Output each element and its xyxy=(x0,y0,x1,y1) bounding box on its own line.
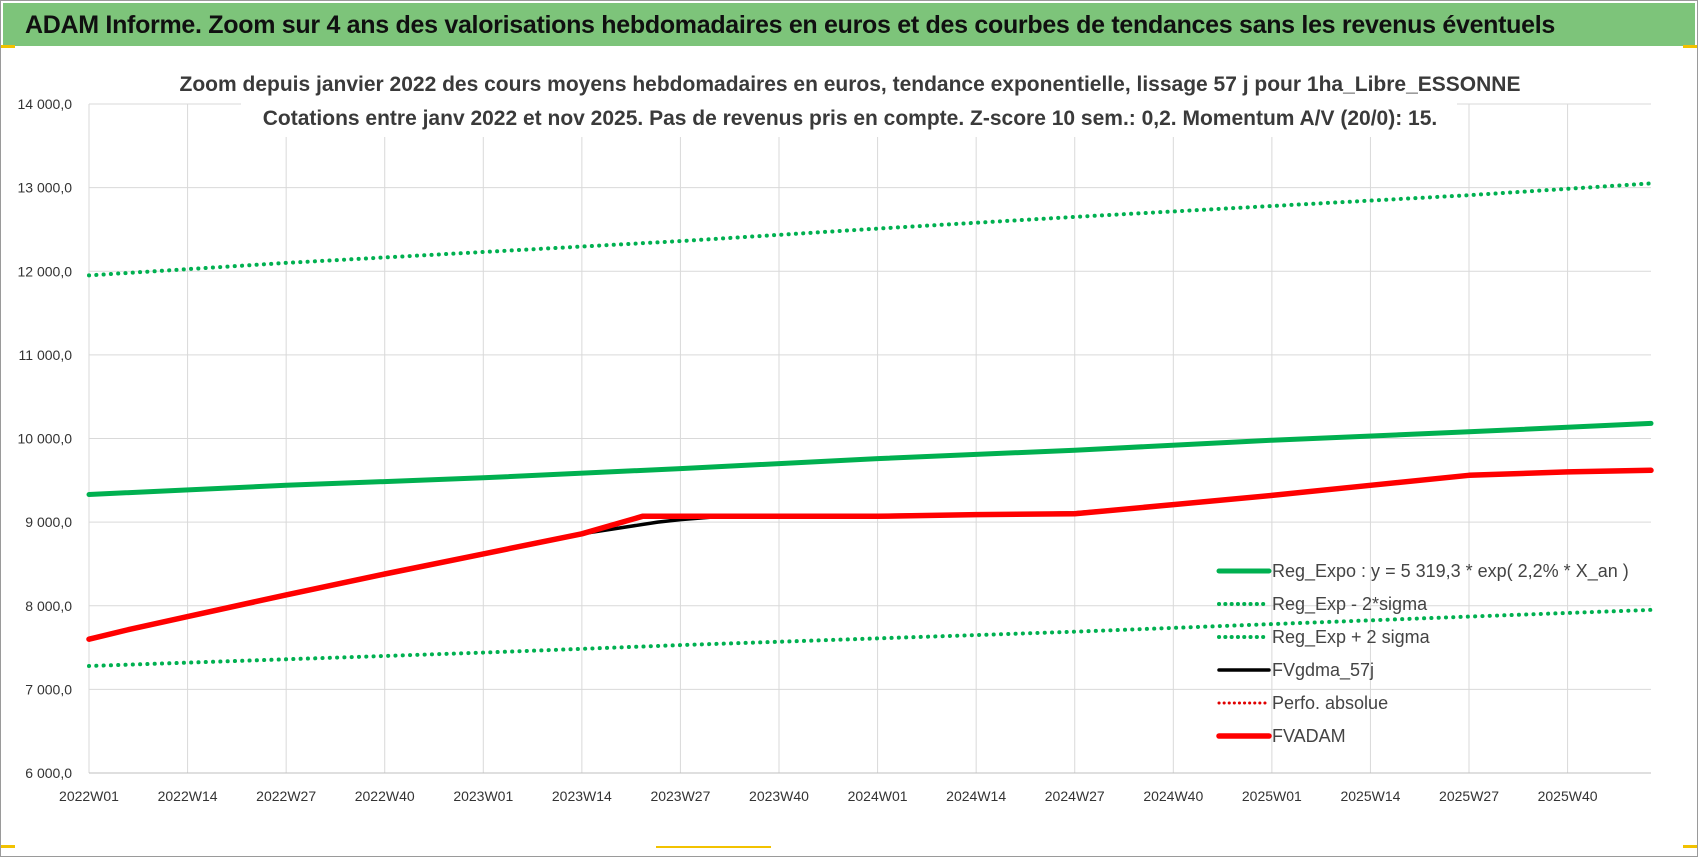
chart-title-background xyxy=(241,67,1457,137)
corner-mark-bottom-center xyxy=(656,846,771,848)
y-tick-label: 8 000,0 xyxy=(25,598,72,614)
x-tick-label: 2024W14 xyxy=(946,788,1006,804)
banner-title: ADAM Informe. Zoom sur 4 ans des valoris… xyxy=(25,11,1555,39)
y-tick-label: 7 000,0 xyxy=(25,681,72,697)
x-tick-label: 2025W27 xyxy=(1439,788,1499,804)
x-tick-label: 2023W40 xyxy=(749,788,809,804)
chart-title-line: Zoom depuis janvier 2022 des cours moyen… xyxy=(180,73,1521,96)
x-tick-label: 2022W27 xyxy=(256,788,316,804)
x-tick-label: 2023W01 xyxy=(453,788,513,804)
y-tick-label: 6 000,0 xyxy=(25,765,72,781)
corner-mark-bottom-left xyxy=(1,845,15,848)
y-tick-label: 10 000,0 xyxy=(18,431,73,447)
legend-label: FVgdma_57j xyxy=(1272,660,1374,681)
legend-label: FVADAM xyxy=(1272,726,1346,746)
y-tick-label: 12 000,0 xyxy=(18,263,73,279)
y-tick-label: 11 000,0 xyxy=(19,347,73,363)
y-tick-label: 13 000,0 xyxy=(18,180,73,196)
legend-label: Reg_Exp - 2*sigma xyxy=(1272,594,1428,615)
y-tick-label: 9 000,0 xyxy=(25,514,72,530)
x-tick-label: 2025W40 xyxy=(1538,788,1598,804)
x-tick-label: 2025W01 xyxy=(1242,788,1302,804)
x-tick-label: 2023W14 xyxy=(552,788,612,804)
x-tick-label: 2023W27 xyxy=(650,788,710,804)
corner-mark-bottom-right xyxy=(1683,845,1697,848)
chart-title-line: Cotations entre janv 2022 et nov 2025. P… xyxy=(263,107,1437,130)
x-tick-label: 2025W14 xyxy=(1340,788,1400,804)
legend-label: Perfo. absolue xyxy=(1272,693,1388,713)
x-tick-label: 2022W01 xyxy=(59,788,119,804)
x-tick-label: 2024W27 xyxy=(1045,788,1105,804)
header-banner: ADAM Informe. Zoom sur 4 ans des valoris… xyxy=(3,3,1695,46)
corner-mark-top-right xyxy=(1683,45,1697,48)
legend-label: Reg_Expo : y = 5 319,3 * exp( 2,2% * X_a… xyxy=(1272,561,1629,582)
series-line xyxy=(86,420,1654,497)
x-tick-label: 2022W14 xyxy=(158,788,218,804)
series-line xyxy=(86,467,1654,642)
x-tick-label: 2022W40 xyxy=(355,788,415,804)
series-line xyxy=(87,607,1653,668)
legend-label: Reg_Exp + 2 sigma xyxy=(1272,627,1431,648)
series-line xyxy=(87,181,1653,278)
x-tick-label: 2024W40 xyxy=(1143,788,1203,804)
corner-mark-top-left xyxy=(1,45,15,48)
y-tick-label: 14 000,0 xyxy=(18,96,73,112)
x-tick-label: 2024W01 xyxy=(848,788,908,804)
